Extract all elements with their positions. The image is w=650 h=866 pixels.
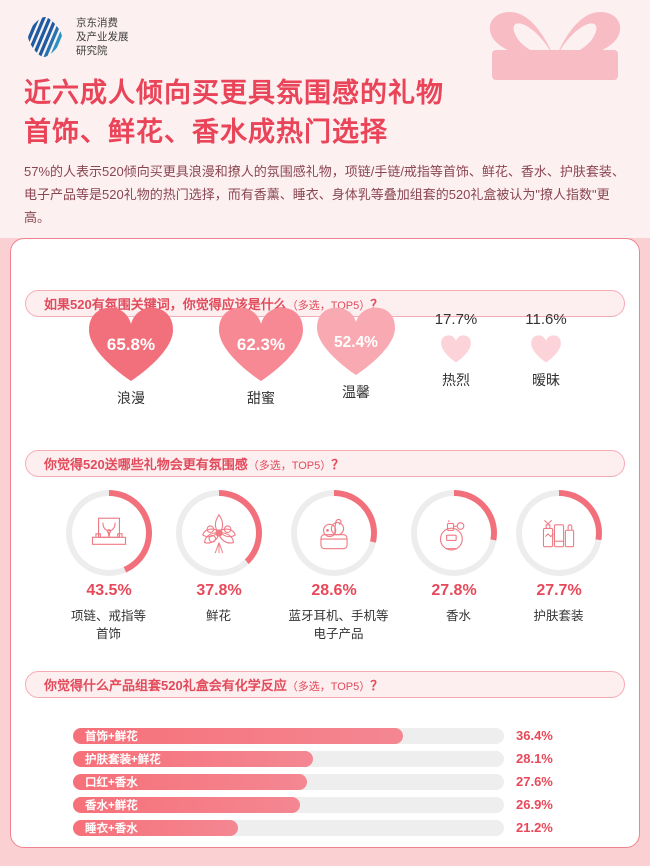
svg-text:65.8%: 65.8% xyxy=(107,335,155,354)
svg-text:52.4%: 52.4% xyxy=(334,334,378,351)
svg-text:62.3%: 62.3% xyxy=(237,335,285,354)
